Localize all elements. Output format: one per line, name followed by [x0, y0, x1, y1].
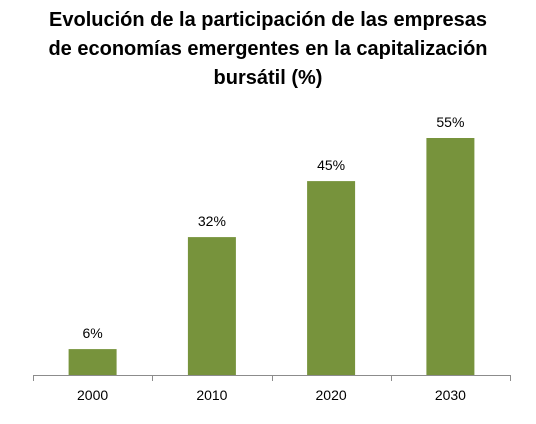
bar-2030	[426, 138, 475, 375]
bar-2010	[187, 237, 236, 375]
x-tick-label-2000: 2000	[77, 387, 108, 403]
x-tick-label-2020: 2020	[316, 387, 347, 403]
data-label-2020: 45%	[317, 157, 345, 173]
data-label-2010: 32%	[198, 213, 226, 229]
chart-title: Evolución de la participación de las emp…	[0, 6, 536, 93]
x-axis: 2000 2010 2020 2030	[33, 375, 511, 403]
chart-title-line-1: Evolución de la participación de las emp…	[49, 9, 487, 31]
bar-2020	[307, 181, 356, 375]
chart-title-line-2: de economías emergentes en la capitaliza…	[48, 38, 488, 60]
data-labels: 6% 32% 45% 55%	[82, 114, 464, 341]
data-label-2030: 55%	[436, 114, 464, 130]
x-tick-label-2030: 2030	[435, 387, 466, 403]
chart-title-line-3: bursátil (%)	[213, 67, 323, 89]
bar-series	[68, 138, 475, 375]
x-tick-label-2010: 2010	[196, 387, 227, 403]
data-label-2000: 6%	[82, 325, 102, 341]
bar-2000	[68, 349, 117, 375]
